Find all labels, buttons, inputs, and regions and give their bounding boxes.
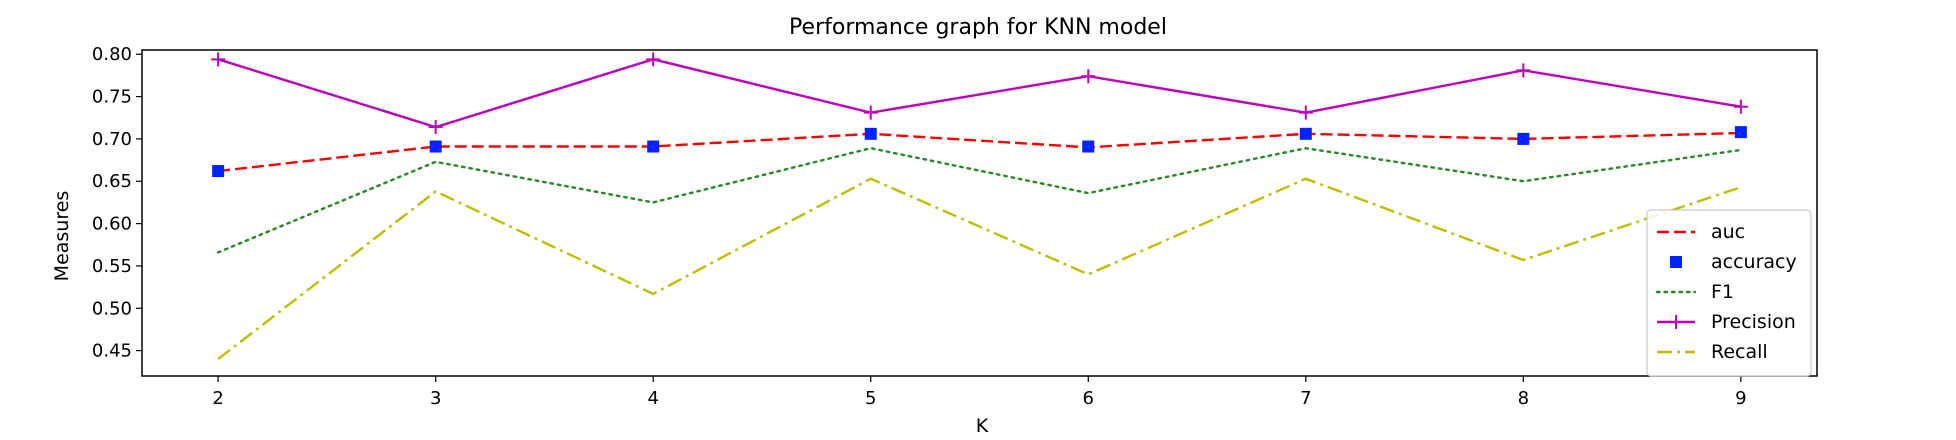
point-accuracy-9 <box>1734 126 1747 139</box>
x-tick-label-4: 6 <box>1083 388 1094 409</box>
y-tick-label-4: 0.65 <box>92 171 132 192</box>
point-precision-2 <box>211 52 226 67</box>
point-accuracy-7 <box>1299 127 1312 140</box>
point-accuracy-6 <box>1082 140 1095 153</box>
y-tick-label-2: 0.55 <box>92 256 132 277</box>
x-tick-label-7: 9 <box>1735 388 1746 409</box>
legend-label-recall: Recall <box>1711 341 1768 363</box>
point-precision-9 <box>1733 99 1748 114</box>
series-line-f1 <box>216 146 1743 254</box>
legend-box <box>1646 209 1812 377</box>
x-axis-label: K <box>976 415 989 437</box>
series-auc <box>217 131 1741 173</box>
legend-label-auc: auc <box>1711 221 1745 243</box>
legend-label-precision: Precision <box>1711 311 1796 333</box>
point-precision-7 <box>1298 105 1313 120</box>
series-line-auc <box>217 131 1741 173</box>
x-tick-label-0: 2 <box>212 388 223 409</box>
point-accuracy-8 <box>1517 132 1530 145</box>
point-precision-4 <box>646 52 661 67</box>
point-precision-8 <box>1516 63 1531 78</box>
x-tick-label-6: 8 <box>1518 388 1529 409</box>
y-tick-label-0: 0.45 <box>92 341 132 362</box>
series-accuracy <box>212 126 1747 178</box>
legend-marker-precision <box>1669 315 1683 329</box>
point-precision-5 <box>863 105 878 120</box>
series-line-precision <box>217 58 1742 129</box>
y-axis-label: Measures <box>51 191 73 282</box>
axes: 2 3 4 5 6 7 8 9 0.45 0.50 0.55 0.60 0.65 0.70 0.75 0.80 <box>92 44 1818 409</box>
y-tick-label-5: 0.70 <box>92 129 132 150</box>
point-precision-6 <box>1081 69 1096 84</box>
x-tick-label-3: 5 <box>865 388 876 409</box>
legend-label-f1: F1 <box>1711 281 1734 303</box>
legend-label-accuracy: accuracy <box>1711 251 1797 273</box>
series-recall <box>217 177 1742 361</box>
y-tick-label-6: 0.75 <box>92 87 132 108</box>
legend: auc accuracy F1 Precision Recall <box>1646 209 1812 377</box>
series-f1 <box>216 146 1743 254</box>
y-tick-label-7: 0.80 <box>92 44 132 65</box>
plot-frame <box>141 49 1818 377</box>
point-accuracy-5 <box>864 127 877 140</box>
y-tick-label-3: 0.60 <box>92 214 132 235</box>
point-precision-3 <box>428 120 443 135</box>
legend-marker-accuracy <box>1670 256 1682 268</box>
chart-title: Performance graph for KNN model <box>789 15 1167 40</box>
y-tick-label-1: 0.50 <box>92 298 132 319</box>
point-accuracy-4 <box>647 140 660 153</box>
point-accuracy-3 <box>429 140 442 153</box>
series-line-recall <box>217 177 1742 361</box>
point-accuracy-2 <box>212 165 225 178</box>
x-tick-label-1: 3 <box>430 388 441 409</box>
x-tick-label-5: 7 <box>1300 388 1311 409</box>
plot-area <box>211 52 1748 361</box>
x-tick-label-2: 4 <box>647 388 658 409</box>
series-precision <box>211 52 1748 135</box>
